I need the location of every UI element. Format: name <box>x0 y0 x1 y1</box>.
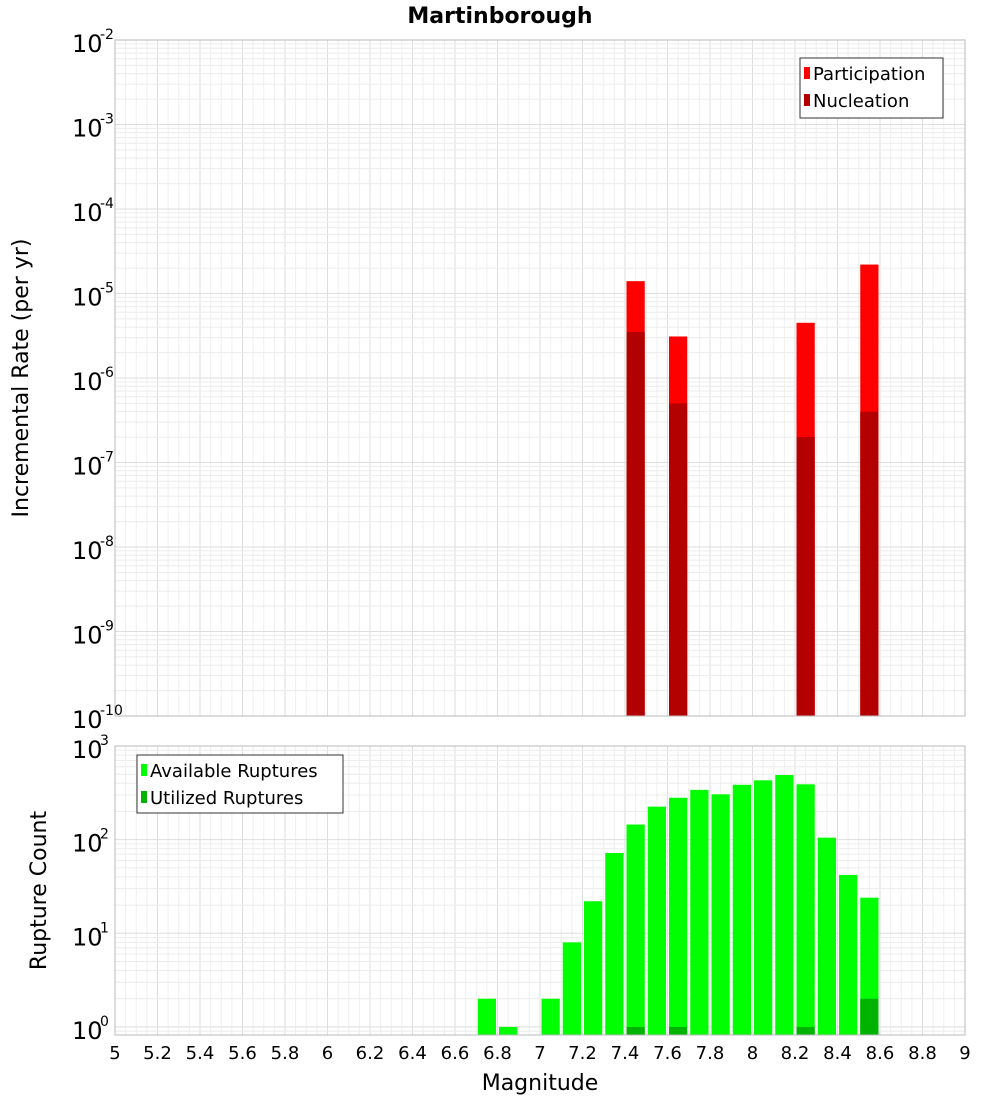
series1-bar <box>499 1026 518 1035</box>
legend-label: Utilized Ruptures <box>150 788 303 809</box>
x-tick-label: 5.2 <box>143 1043 172 1064</box>
x-tick-label: 8.6 <box>866 1043 895 1064</box>
series2-bar <box>669 1026 688 1035</box>
x-tick-label: 7.4 <box>611 1043 640 1064</box>
series2-bar <box>626 1026 645 1035</box>
legend-swatch <box>804 94 810 106</box>
series1-bar <box>541 998 560 1035</box>
y-axis-label: Incremental Rate (per yr) <box>9 239 34 518</box>
y-tick-exponent: -3 <box>100 112 114 128</box>
y-tick-exponent: -2 <box>100 27 114 43</box>
y-tick-label: 10 <box>72 30 103 58</box>
legend: Available Ruptures Utilized Ruptures <box>136 754 344 814</box>
series1-bar <box>817 837 836 1035</box>
chart-title: Martinborough <box>407 4 592 29</box>
x-axis-label: Magnitude <box>482 1071 599 1096</box>
y-tick-exponent: 2 <box>100 827 109 843</box>
series1-bar <box>647 806 666 1035</box>
series2-bar <box>860 411 879 716</box>
x-tick-label: 5.4 <box>186 1043 215 1064</box>
y-tick-label: 10 <box>72 453 103 481</box>
x-tick-label: 6.2 <box>356 1043 385 1064</box>
x-tick-label: 5 <box>109 1043 120 1064</box>
series1-bar <box>732 784 751 1035</box>
y-tick-exponent: -9 <box>100 619 114 635</box>
series1-bar <box>626 824 645 1035</box>
y-tick-exponent: 3 <box>100 733 109 749</box>
y-tick-label: 10 <box>72 923 103 951</box>
series1-bar <box>669 797 688 1035</box>
legend-swatch <box>141 764 147 776</box>
series2-bar <box>626 332 645 716</box>
x-tick-label: 7.2 <box>568 1043 597 1064</box>
series1-bar <box>477 998 496 1035</box>
x-tick-label: 6 <box>322 1043 333 1064</box>
y-tick-label: 10 <box>72 199 103 227</box>
legend-box <box>136 754 344 814</box>
x-tick-label: 8.8 <box>908 1043 937 1064</box>
plot-frame <box>114 745 966 1036</box>
legend-label: Nucleation <box>813 91 909 112</box>
series2-bar <box>669 403 688 716</box>
series2-bar <box>796 1026 815 1035</box>
legend-label: Participation <box>813 64 925 85</box>
x-tick-label: 5.8 <box>271 1043 300 1064</box>
legend-swatch <box>804 67 810 79</box>
y-tick-exponent: -8 <box>100 534 114 550</box>
x-tick-label: 8.2 <box>781 1043 810 1064</box>
y-tick-label: 10 <box>72 537 103 565</box>
y-tick-label: 10 <box>72 368 103 396</box>
x-tick-label: 8.4 <box>823 1043 852 1064</box>
y-tick-exponent: -7 <box>100 450 114 466</box>
x-tick-label: 5.6 <box>228 1043 257 1064</box>
series2-bar <box>796 437 815 716</box>
y-tick-label: 10 <box>72 284 103 312</box>
x-tick-label: 8 <box>747 1043 758 1064</box>
rate-panel: 10-1010-910-810-710-610-510-410-310-2Inc… <box>9 27 966 734</box>
series1-bar <box>796 784 815 1035</box>
y-tick-exponent: 1 <box>100 920 109 936</box>
legend-label: Available Ruptures <box>150 761 318 782</box>
series1-bar <box>690 789 709 1035</box>
series1-bar <box>754 780 773 1035</box>
grid <box>114 40 966 717</box>
series1-bar <box>775 775 794 1035</box>
x-tick-label: 9 <box>959 1043 970 1064</box>
y-tick-exponent: -4 <box>100 196 114 212</box>
series1-bar <box>605 853 624 1035</box>
series1-bar <box>711 794 730 1035</box>
x-tick-label: 7 <box>534 1043 545 1064</box>
y-axis-label: Rupture Count <box>27 811 52 971</box>
bars <box>626 264 879 716</box>
y-tick-exponent: 0 <box>100 1014 109 1030</box>
y-tick-label: 10 <box>72 1017 103 1045</box>
y-tick-exponent: -6 <box>100 365 114 381</box>
x-tick-label: 6.6 <box>441 1043 470 1064</box>
plot-frame <box>114 39 966 717</box>
y-tick-exponent: -10 <box>100 703 123 719</box>
y-tick-label: 10 <box>72 115 103 143</box>
series2-bar <box>860 998 879 1035</box>
y-tick-label: 10 <box>72 830 103 858</box>
series1-bar <box>839 874 858 1035</box>
y-tick-label: 10 <box>72 736 103 764</box>
legend-swatch <box>141 791 147 803</box>
series1-bar <box>584 901 603 1035</box>
y-tick-label: 10 <box>72 622 103 650</box>
x-axis: 5 5.2 5.4 5.6 5.8 6 6.2 6.4 6.6 6.8 7 7.2 7.4 7.6 7.8 8… <box>109 1043 970 1064</box>
series1-bar <box>562 942 581 1035</box>
y-tick-label: 10 <box>72 706 103 734</box>
x-tick-label: 7.6 <box>653 1043 682 1064</box>
legend: Participation Nucleation <box>799 57 944 119</box>
bars <box>477 775 879 1035</box>
x-tick-label: 6.4 <box>398 1043 427 1064</box>
x-tick-label: 6.8 <box>483 1043 512 1064</box>
legend-box <box>799 57 944 119</box>
y-tick-exponent: -5 <box>100 281 114 297</box>
x-tick-label: 7.8 <box>696 1043 725 1064</box>
